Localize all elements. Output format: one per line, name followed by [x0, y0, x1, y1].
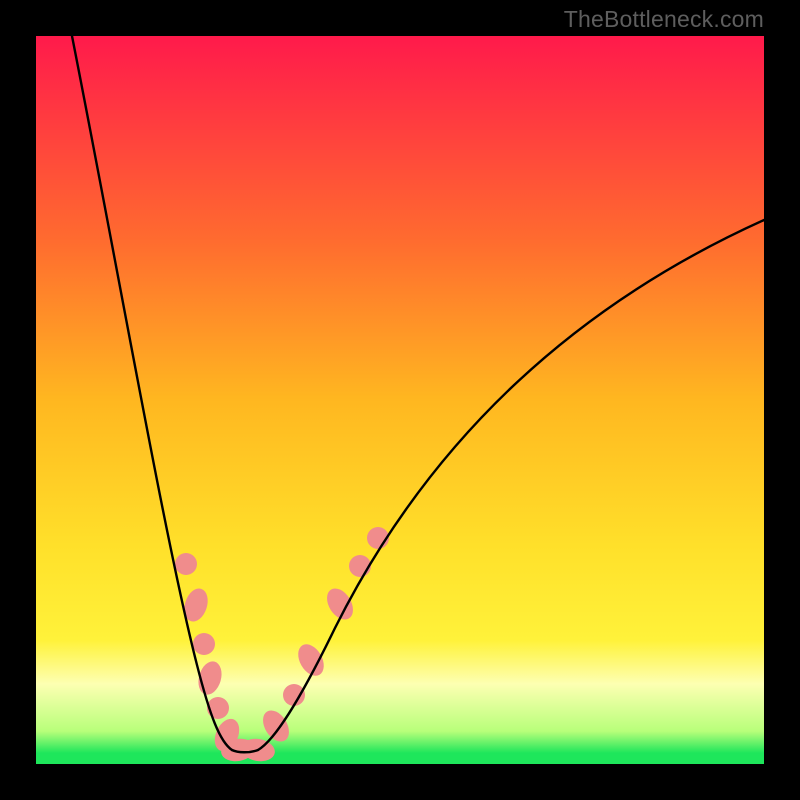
- frame-left: [0, 0, 36, 800]
- bottleneck-curve: [0, 0, 800, 800]
- curve-marker: [175, 553, 197, 575]
- chart-container: TheBottleneck.com: [0, 0, 800, 800]
- frame-bottom: [0, 764, 800, 800]
- curve-markers: [175, 527, 389, 764]
- curve-marker: [283, 684, 305, 706]
- frame-right: [764, 0, 800, 800]
- curve-path-2: [258, 220, 764, 750]
- curve-marker: [193, 633, 215, 655]
- watermark-text: TheBottleneck.com: [564, 6, 764, 33]
